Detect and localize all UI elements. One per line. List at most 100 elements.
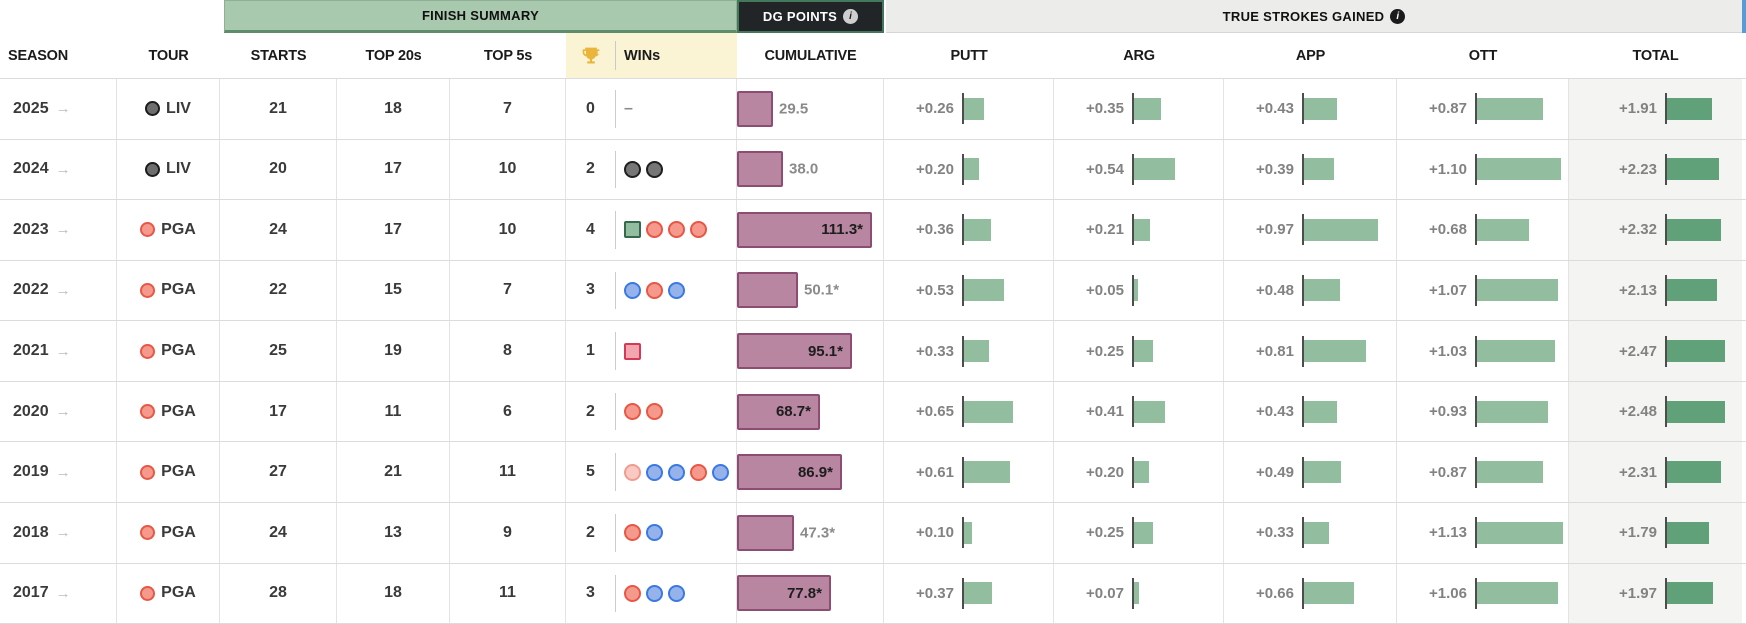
win-gray-icon: [624, 160, 641, 178]
sg-ott-value: +0.87: [1429, 463, 1467, 481]
sg-app-value: +0.33: [1256, 524, 1294, 542]
col-header-app: APP: [1295, 47, 1326, 64]
sg-axis-line: [1302, 274, 1304, 306]
tour-label: LIV: [166, 160, 191, 178]
tour-cell: PGA: [117, 381, 220, 442]
win-blue-icon: [668, 584, 685, 602]
sg-axis-line: [962, 274, 964, 306]
win-icons-cell: [615, 442, 737, 502]
win-icons-cell: [615, 321, 737, 381]
cumulative-bar: 86.9*: [737, 454, 842, 491]
season-year: 2017: [13, 584, 49, 602]
sg-ott-bar: [1477, 521, 1563, 544]
sg-total-cell: +1.79: [1569, 502, 1742, 563]
trophy-cell: [566, 33, 615, 78]
sg-putt-value: +0.36: [916, 221, 954, 239]
top20s-value: 17: [337, 200, 450, 260]
sg-axis-line: [1302, 153, 1304, 185]
season-link[interactable]: 2020 →: [0, 381, 117, 442]
season-link[interactable]: 2024 →: [0, 139, 117, 200]
tour-label: PGA: [161, 523, 196, 541]
col-header-arg: ARG: [1123, 47, 1155, 64]
sg-putt-cell: +0.36: [884, 200, 1054, 260]
cumulative-value: 95.1*: [807, 342, 843, 360]
sg-app-bar: [1304, 400, 1337, 423]
win-red-icon: [624, 524, 641, 542]
table-row: 2025 → LIV 21 18 7 0 – 29.5 +0.26 +0.35: [0, 79, 1746, 140]
sg-app-bar: [1304, 97, 1337, 120]
cumulative-cell: 47.3*: [737, 502, 884, 563]
sg-total-value: +1.79: [1619, 524, 1657, 542]
sg-total-cell: +2.31: [1569, 442, 1742, 502]
sg-ott-cell: +0.93: [1397, 381, 1569, 442]
sg-app-value: +0.48: [1256, 281, 1294, 299]
no-wins-dash: –: [624, 99, 633, 117]
sg-arg-cell: +0.07: [1054, 563, 1224, 624]
season-year: 2019: [13, 463, 49, 481]
tour-cell: PGA: [117, 502, 220, 563]
sg-ott-cell: +1.10: [1397, 139, 1569, 200]
sg-ott-bar: [1477, 582, 1558, 605]
wins-count: 2: [586, 402, 595, 420]
sg-arg-cell: +0.21: [1054, 200, 1224, 260]
sg-total-cell: +1.97: [1569, 563, 1742, 624]
sg-axis-line: [1302, 93, 1304, 125]
sg-axis-line: [1302, 396, 1304, 428]
sg-putt-cell: +0.61: [884, 442, 1054, 502]
season-link[interactable]: 2017 →: [0, 563, 117, 624]
sg-app-value: +0.43: [1256, 403, 1294, 421]
sg-total-cell: +2.47: [1569, 321, 1742, 381]
sg-ott-value: +1.13: [1429, 524, 1467, 542]
sg-putt-value: +0.20: [916, 160, 954, 178]
table-row: 2018 → PGA 24 13 9 2 47.3* +0.10 +0.25: [0, 502, 1746, 564]
sg-total-value: +1.91: [1619, 100, 1657, 118]
season-year: 2020: [13, 402, 49, 420]
dg-points-band[interactable]: DG POINTS i: [737, 0, 884, 33]
sg-putt-cell: +0.20: [884, 139, 1054, 200]
sg-app-cell: +0.49: [1224, 442, 1397, 502]
sg-total-cell: +2.48: [1569, 381, 1742, 442]
cumulative-cell: 29.5: [737, 79, 884, 139]
cumulative-value: 86.9*: [797, 463, 833, 481]
sg-putt-value: +0.10: [916, 524, 954, 542]
starts-value: 21: [220, 79, 337, 139]
table-row: 2017 → PGA 28 18 11 3 77.8* +0.37 +0.07: [0, 563, 1746, 624]
sg-arg-cell: +0.20: [1054, 442, 1224, 502]
sg-ott-value: +0.68: [1429, 221, 1467, 239]
sg-axis-line: [962, 577, 964, 609]
season-link[interactable]: 2022 →: [0, 260, 117, 321]
sg-arg-value: +0.25: [1086, 524, 1124, 542]
season-link[interactable]: 2019 →: [0, 442, 117, 502]
sg-axis-line: [1302, 577, 1304, 609]
top20s-value: 13: [337, 502, 450, 563]
win-blue-icon: [668, 463, 685, 481]
season-link[interactable]: 2025 →: [0, 79, 117, 139]
table-row: 2022 → PGA 22 15 7 3 50.1* +0.53 +0.05: [0, 260, 1746, 322]
season-link[interactable]: 2023 →: [0, 200, 117, 260]
cumulative-value: 50.1*: [804, 281, 840, 299]
sg-arg-value: +0.54: [1086, 160, 1124, 178]
season-link[interactable]: 2018 →: [0, 502, 117, 563]
sg-arg-bar: [1134, 279, 1138, 302]
sg-axis-line: [1665, 396, 1667, 428]
sg-axis-line: [1302, 456, 1304, 488]
tour-label: PGA: [161, 402, 196, 420]
starts-value: 20: [220, 139, 337, 200]
sg-ott-cell: +0.87: [1397, 79, 1569, 139]
table-row: 2019 → PGA 27 21 11 5 86.9* +0.61 +0.20: [0, 442, 1746, 503]
sg-ott-value: +0.93: [1429, 403, 1467, 421]
blue-edge-fragment: [1742, 0, 1746, 33]
true-strokes-gained-info-icon[interactable]: i: [1390, 8, 1406, 24]
sg-app-bar: [1304, 279, 1340, 302]
season-link[interactable]: 2021 →: [0, 321, 117, 381]
tour-cell: PGA: [117, 260, 220, 321]
cumulative-bar: [737, 90, 773, 127]
sg-total-cell: +1.91: [1569, 79, 1742, 139]
sg-putt-value: +0.53: [916, 281, 954, 299]
sg-total-value: +2.13: [1619, 281, 1657, 299]
dg-points-info-icon[interactable]: i: [843, 9, 859, 24]
top5s-value: 10: [450, 200, 566, 260]
true-strokes-gained-band[interactable]: TRUE STROKES GAINED i: [886, 0, 1742, 33]
tour-dot-icon: [140, 282, 156, 298]
